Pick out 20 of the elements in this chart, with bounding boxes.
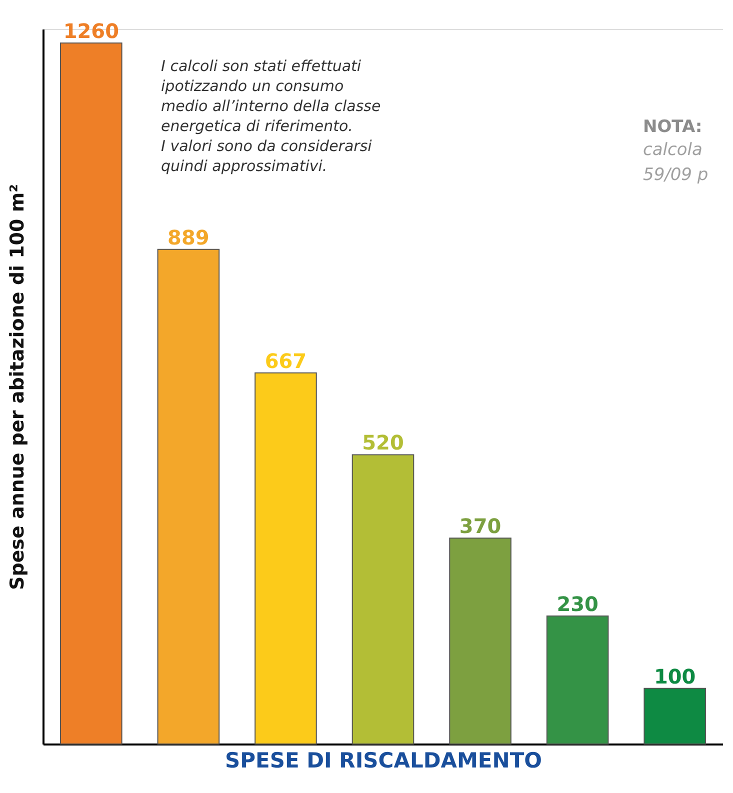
bar: [254, 372, 317, 744]
data-label: 889: [168, 225, 210, 250]
annotation: calcola: [643, 140, 702, 160]
data-label: 230: [556, 592, 598, 616]
data-label: 100: [654, 664, 696, 688]
bar: [60, 42, 122, 744]
bar: [546, 616, 609, 744]
bar: [352, 454, 414, 744]
data-label: 667: [264, 348, 307, 373]
annotation: 59/09 p: [643, 165, 708, 185]
data-label: 520: [362, 430, 404, 455]
annotation: NOTA:: [643, 117, 702, 137]
bar: [644, 688, 706, 744]
x-axis-title: SPESE DI RISCALDAMENTO: [224, 748, 542, 772]
data-label: 370: [459, 514, 502, 538]
data-label: 1260: [63, 19, 119, 44]
bar: [157, 248, 220, 744]
bar: [449, 538, 512, 744]
y-axis-title: Spese annue per abitazione di 100 m²: [6, 184, 28, 590]
annotation: I calcoli son stati effettuati ipotizzando un consumo medio all’interno della classe energetica di riferimento. I valori sono da considerarsi quindi approssimativi.: [161, 57, 381, 175]
